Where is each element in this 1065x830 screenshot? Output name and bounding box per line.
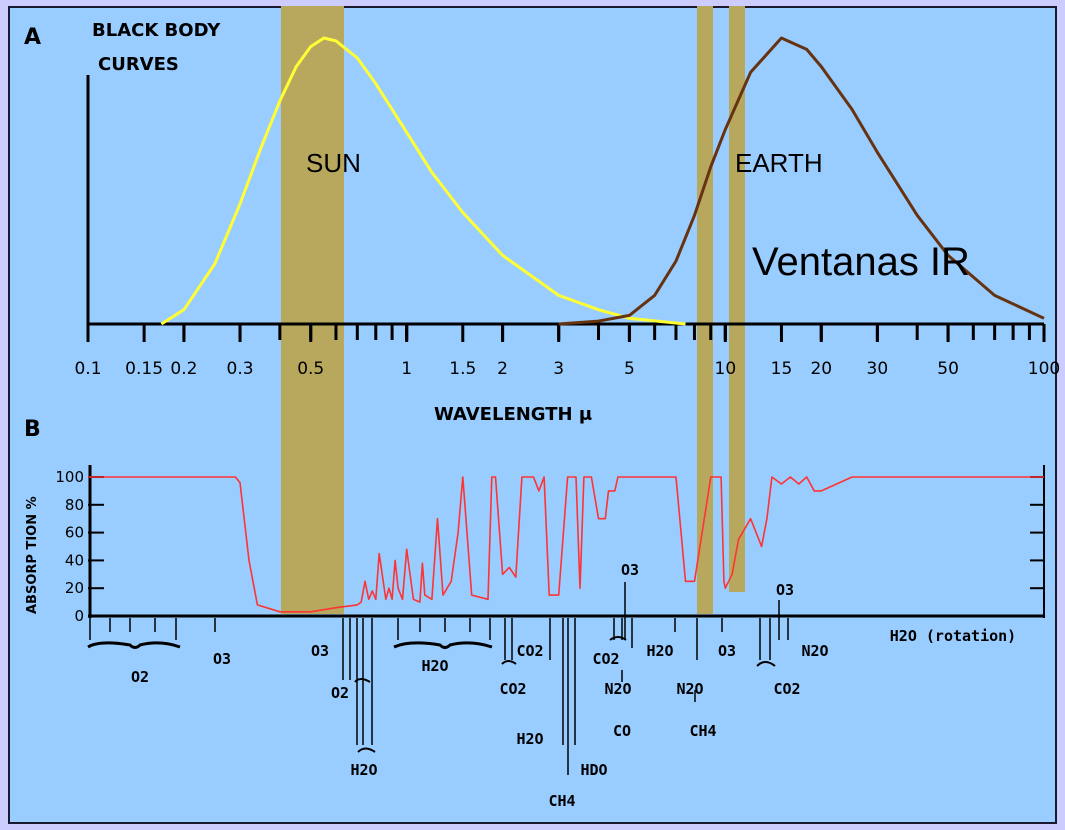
series-line-earth [558, 36, 1045, 326]
panel-a-tick-labels: 0.1 0.15 0.2 0.3 0.5 1 1.5 2 3 5 10 15 20 30 50 100 [74, 359, 1060, 379]
x-tick-label: 0.5 [297, 359, 324, 379]
y-tick-label: 0 [74, 607, 84, 625]
x-tick-label: 100 [1028, 359, 1060, 379]
gas-label: H2O [516, 730, 543, 748]
gas-label: O3 [311, 642, 329, 660]
sun-label: SUN [306, 148, 361, 178]
gas-label: CO2 [516, 642, 543, 660]
gas-label: CO [613, 722, 631, 740]
gas-label: O2 [331, 684, 349, 702]
gas-label: H2O (rotation) [890, 627, 1016, 645]
x-tick-label: 0.15 [125, 359, 163, 379]
gas-label: H2O [421, 657, 448, 675]
chart-frame [8, 6, 1057, 824]
ir-window-band-1 [697, 6, 713, 614]
x-tick-label: 2 [497, 359, 508, 379]
gas-label: O2 [131, 668, 149, 686]
panel-b-y-label: ABSORP TION % [25, 496, 40, 614]
gas-label-leaders [87, 582, 789, 775]
x-tick-label: 0.2 [170, 359, 197, 379]
gas-label: O3 [213, 650, 231, 668]
x-tick-label: 30 [867, 359, 889, 379]
gas-labels: O2 O3 O3 O2 H2O H2O CO2 CO2 H2O CH4 HDO CO2 N2O CO O3 H… [131, 561, 1016, 810]
y-tick-label: 60 [65, 524, 84, 542]
x-tick-label: 1.5 [449, 359, 476, 379]
gas-label: N2O [676, 680, 703, 698]
chart-title-line-2: CURVES [98, 54, 179, 75]
chart-title-line-1: BLACK BODY [92, 20, 221, 41]
x-tick-label: 0.1 [74, 359, 101, 379]
x-tick-label: 3 [553, 359, 564, 379]
gas-label: N2O [604, 680, 631, 698]
x-tick-label: 5 [624, 359, 635, 379]
x-tick-label: 1 [401, 359, 412, 379]
highlight-band-visible [281, 6, 344, 614]
x-tick-label: 50 [937, 359, 959, 379]
x-tick-label: 15 [771, 359, 793, 379]
y-tick-label: 100 [55, 468, 84, 486]
panel-a-ticks [86, 324, 1046, 342]
ir-window-band-2 [729, 6, 745, 592]
gas-label: CH4 [548, 792, 575, 810]
panel-b-y-ticks: 100 80 60 40 20 0 [55, 468, 1044, 625]
x-tick-label: 0.3 [227, 359, 254, 379]
gas-label: CO2 [499, 680, 526, 698]
gas-label: H2O [350, 761, 377, 779]
gas-label: HDO [580, 761, 607, 779]
gas-label: O3 [718, 642, 736, 660]
gas-label: N2O [801, 642, 828, 660]
gas-label: CH4 [689, 722, 716, 740]
gas-label: H2O [646, 642, 673, 660]
panel-b-label: B [24, 417, 41, 442]
y-tick-label: 40 [65, 551, 84, 569]
absorption-line [88, 476, 1044, 613]
x-tick-label: 10 [715, 359, 737, 379]
y-tick-label: 20 [65, 579, 84, 597]
panel-a-label: A [24, 25, 41, 50]
gas-label: CO2 [773, 680, 800, 698]
earth-label: EARTH [735, 148, 823, 178]
gas-label: O3 [621, 561, 639, 579]
panel-a-series [160, 36, 1045, 326]
ventanas-ir-label: Ventanas IR [752, 240, 970, 284]
gas-label: O3 [776, 581, 794, 599]
y-tick-label: 80 [65, 496, 84, 514]
panel-b-series [88, 476, 1044, 613]
x-tick-label: 20 [810, 359, 832, 379]
gas-label: CO2 [592, 650, 619, 668]
series-line-sun [160, 36, 686, 326]
x-axis-label: WAVELENGTH μ [434, 404, 592, 425]
